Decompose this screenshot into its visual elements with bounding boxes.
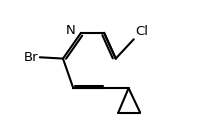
Text: Cl: Cl — [135, 25, 148, 38]
Text: Br: Br — [24, 51, 39, 64]
Text: N: N — [66, 24, 76, 37]
